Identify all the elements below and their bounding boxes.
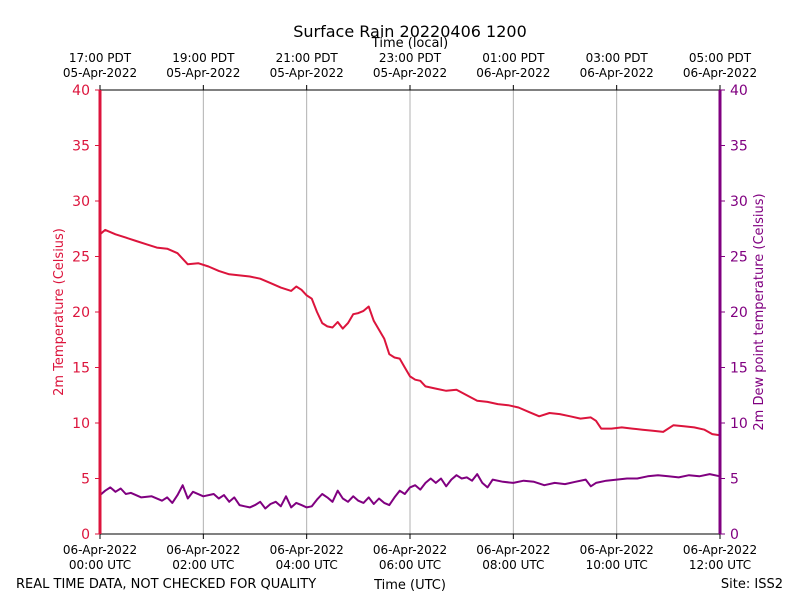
- top-tick-time: 19:00 PDT: [172, 51, 235, 65]
- top-tick-time: 01:00 PDT: [482, 51, 545, 65]
- site-label: Site: ISS2: [721, 577, 783, 592]
- top-tick-date: 06-Apr-2022: [683, 66, 757, 80]
- top-tick-time: 03:00 PDT: [586, 51, 649, 65]
- right-y-tick-label: 5: [730, 472, 739, 488]
- left-axis-label: 2m Temperature (Celsius): [52, 228, 67, 396]
- bottom-tick-time: 06:00 UTC: [379, 558, 441, 572]
- right-axis-label: 2m Dew point temperature (Celsius): [752, 193, 767, 430]
- top-tick-time: 05:00 PDT: [689, 51, 752, 65]
- bottom-tick-time: 08:00 UTC: [482, 558, 544, 572]
- gridlines: [202, 90, 618, 534]
- bottom-tick-time: 10:00 UTC: [586, 558, 648, 572]
- right-y-tick-label: 15: [730, 361, 748, 377]
- quality-disclaimer: REAL TIME DATA, NOT CHECKED FOR QUALITY: [16, 577, 316, 592]
- left-y-tick-label: 35: [72, 139, 90, 155]
- chart-title: Surface Rain 20220406 1200: [293, 22, 527, 41]
- left-y-tick-label: 40: [72, 83, 90, 99]
- top-tick-time: 23:00 PDT: [379, 51, 442, 65]
- bottom-tick-time: 00:00 UTC: [69, 558, 131, 572]
- top-tick-time: 21:00 PDT: [276, 51, 339, 65]
- bottom-tick-time: 12:00 UTC: [689, 558, 751, 572]
- bottom-tick-date: 06-Apr-2022: [63, 543, 137, 557]
- bottom-tick-date: 06-Apr-2022: [270, 543, 344, 557]
- top-tick-date: 06-Apr-2022: [580, 66, 654, 80]
- right-y-tick-label: 20: [730, 305, 748, 321]
- left-y-tick-label: 5: [81, 472, 90, 488]
- left-y-tick-label: 0: [81, 527, 90, 543]
- right-y-tick-label: 0: [730, 527, 739, 543]
- left-y-tick-label: 10: [72, 416, 90, 432]
- right-y-tick-label: 10: [730, 416, 748, 432]
- bottom-tick-date: 06-Apr-2022: [166, 543, 240, 557]
- x-axis-label: Time (UTC): [373, 578, 446, 593]
- top-tick-date: 05-Apr-2022: [270, 66, 344, 80]
- top-tick-date: 05-Apr-2022: [373, 66, 447, 80]
- right-y-tick-label: 30: [730, 194, 748, 210]
- right-y-tick-label: 35: [730, 139, 748, 155]
- left-y-tick-label: 20: [72, 305, 90, 321]
- bottom-tick-date: 06-Apr-2022: [683, 543, 757, 557]
- data-series: [99, 228, 721, 510]
- right-y-tick-label: 25: [730, 250, 748, 266]
- top-tick-date: 05-Apr-2022: [166, 66, 240, 80]
- temperature-series-line: [99, 228, 721, 437]
- left-y-tick-label: 30: [72, 194, 90, 210]
- left-y-tick-label: 25: [72, 250, 90, 266]
- left-y-tick-label: 15: [72, 361, 90, 377]
- dewpoint-series-line: [99, 473, 721, 510]
- bottom-tick-date: 06-Apr-2022: [580, 543, 654, 557]
- bottom-tick-date: 06-Apr-2022: [373, 543, 447, 557]
- top-tick-date: 06-Apr-2022: [476, 66, 550, 80]
- bottom-tick-time: 04:00 UTC: [276, 558, 338, 572]
- top-axis-label: Time (local): [371, 36, 448, 51]
- bottom-tick-date: 06-Apr-2022: [476, 543, 550, 557]
- right-y-tick-label: 40: [730, 83, 748, 99]
- top-tick-time: 17:00 PDT: [69, 51, 132, 65]
- top-tick-date: 05-Apr-2022: [63, 66, 137, 80]
- bottom-tick-time: 02:00 UTC: [172, 558, 234, 572]
